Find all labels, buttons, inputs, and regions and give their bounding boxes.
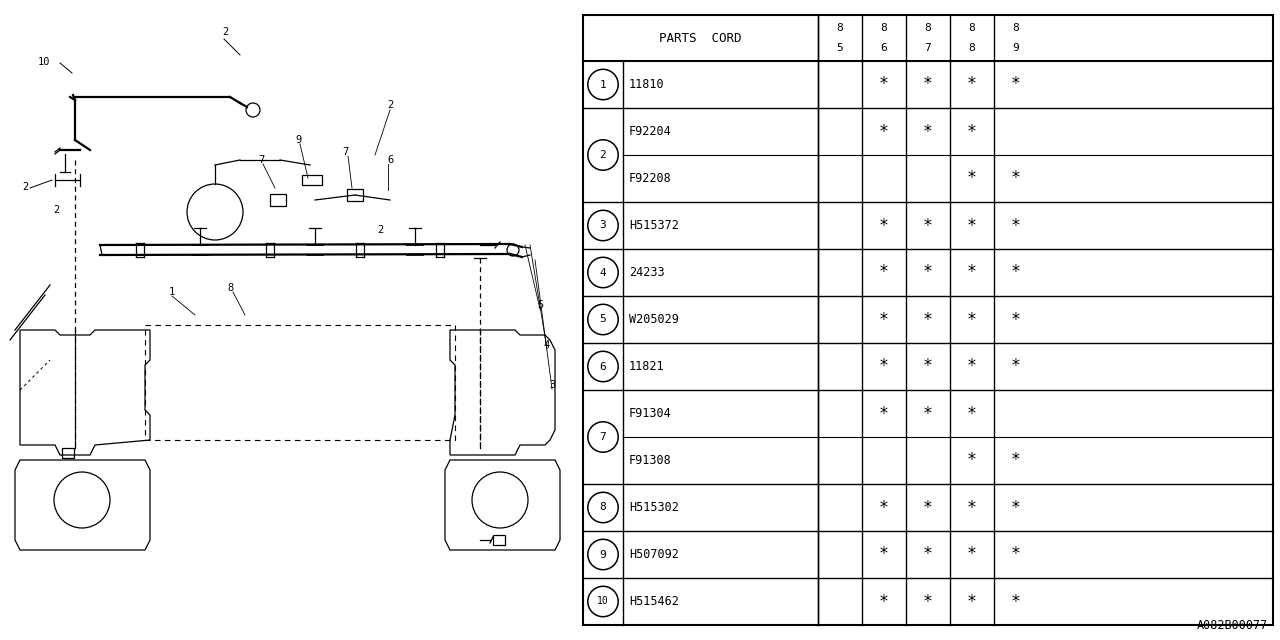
Text: *: *: [966, 310, 977, 328]
Text: 2: 2: [22, 182, 28, 192]
Text: *: *: [966, 358, 977, 376]
Text: *: *: [966, 170, 977, 188]
Text: 2: 2: [387, 100, 393, 110]
Text: *: *: [879, 122, 890, 141]
Text: 2: 2: [221, 27, 228, 37]
Text: 8: 8: [227, 283, 233, 293]
Text: *: *: [1011, 358, 1021, 376]
Bar: [582, 15, 1274, 625]
Text: *: *: [923, 404, 933, 422]
Text: 11810: 11810: [628, 78, 664, 91]
Text: 8: 8: [837, 23, 844, 33]
Text: 9: 9: [1012, 43, 1019, 53]
Text: 7: 7: [924, 43, 932, 53]
Text: *: *: [966, 216, 977, 234]
Text: 6: 6: [881, 43, 887, 53]
Text: *: *: [1011, 216, 1021, 234]
Text: 9: 9: [599, 550, 607, 559]
Text: *: *: [923, 310, 933, 328]
Text: *: *: [966, 264, 977, 282]
Text: 11821: 11821: [628, 360, 664, 373]
Text: 8: 8: [1012, 23, 1019, 33]
Text: F91304: F91304: [628, 407, 672, 420]
Bar: [61, 448, 74, 458]
Text: *: *: [966, 76, 977, 93]
Text: 5: 5: [599, 314, 607, 324]
Text: 4: 4: [599, 268, 607, 278]
Text: *: *: [1011, 499, 1021, 516]
Text: *: *: [879, 404, 890, 422]
Text: 2: 2: [376, 225, 383, 235]
Text: PARTS  CORD: PARTS CORD: [659, 31, 741, 45]
Text: *: *: [879, 358, 890, 376]
Text: *: *: [966, 499, 977, 516]
Text: 1: 1: [169, 287, 175, 297]
Text: W205029: W205029: [628, 313, 678, 326]
Text: F92208: F92208: [628, 172, 672, 185]
Text: *: *: [966, 593, 977, 611]
Text: F92204: F92204: [628, 125, 672, 138]
Text: 5: 5: [536, 300, 543, 310]
Text: *: *: [879, 499, 890, 516]
Text: *: *: [1011, 76, 1021, 93]
Text: *: *: [879, 310, 890, 328]
Text: *: *: [1011, 545, 1021, 563]
Text: 8: 8: [599, 502, 607, 513]
Text: *: *: [923, 593, 933, 611]
Text: *: *: [879, 264, 890, 282]
Text: 6: 6: [599, 362, 607, 371]
Text: *: *: [923, 216, 933, 234]
Text: *: *: [879, 593, 890, 611]
Text: 7: 7: [599, 432, 607, 442]
Text: 8: 8: [924, 23, 932, 33]
Bar: [493, 535, 506, 545]
Text: *: *: [1011, 264, 1021, 282]
Text: *: *: [1011, 451, 1021, 470]
Text: 10: 10: [598, 596, 609, 607]
Text: F91308: F91308: [628, 454, 672, 467]
Text: H515462: H515462: [628, 595, 678, 608]
Text: 2: 2: [52, 205, 59, 215]
Text: 7: 7: [257, 155, 264, 165]
Text: *: *: [966, 545, 977, 563]
Bar: [302, 175, 323, 185]
Text: 6: 6: [387, 155, 393, 165]
Text: *: *: [923, 122, 933, 141]
Text: H507092: H507092: [628, 548, 678, 561]
Text: 2: 2: [599, 150, 607, 160]
Text: *: *: [966, 451, 977, 470]
Text: *: *: [923, 264, 933, 282]
Text: 10: 10: [38, 57, 50, 67]
Text: *: *: [923, 358, 933, 376]
Text: 5: 5: [837, 43, 844, 53]
Text: *: *: [966, 404, 977, 422]
Text: *: *: [879, 76, 890, 93]
Text: *: *: [966, 122, 977, 141]
Text: 8: 8: [969, 43, 975, 53]
Bar: [270, 194, 285, 206]
Text: 4: 4: [544, 340, 550, 350]
Text: 24233: 24233: [628, 266, 664, 279]
Text: 8: 8: [881, 23, 887, 33]
Text: *: *: [1011, 593, 1021, 611]
Text: A082B00077: A082B00077: [1197, 619, 1268, 632]
Text: *: *: [1011, 170, 1021, 188]
Text: H515372: H515372: [628, 219, 678, 232]
Text: 9: 9: [294, 135, 301, 145]
Text: 8: 8: [969, 23, 975, 33]
Text: H515302: H515302: [628, 501, 678, 514]
Text: 7: 7: [342, 147, 348, 157]
Text: *: *: [879, 545, 890, 563]
Bar: [347, 189, 364, 201]
Text: 3: 3: [549, 380, 556, 390]
Text: 3: 3: [599, 221, 607, 230]
Text: *: *: [923, 499, 933, 516]
Text: 1: 1: [599, 79, 607, 90]
Text: *: *: [923, 545, 933, 563]
Text: *: *: [879, 216, 890, 234]
Text: *: *: [1011, 310, 1021, 328]
Text: *: *: [923, 76, 933, 93]
